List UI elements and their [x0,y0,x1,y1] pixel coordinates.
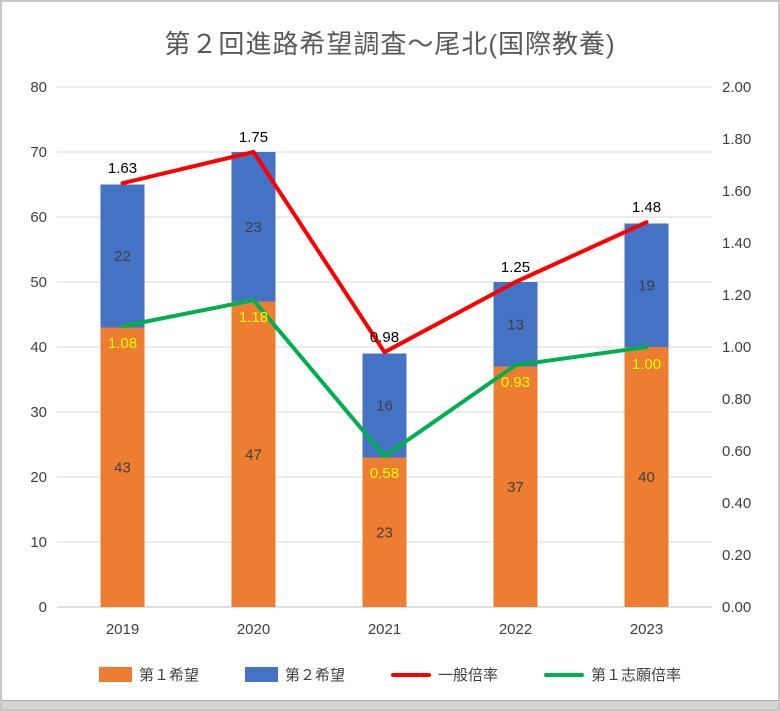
bar-segment-series1 [362,457,407,607]
x-axis-label: 2019 [106,621,139,638]
combo-chart-plot: 0 10 20 30 40 50 60 70 80 0.00 0.20 0.40 0.60 0.80 1.0… [30,79,751,638]
line-value-label: 1.25 [501,259,530,276]
left-axis-tick: 0 [39,599,47,616]
bar-segment-series2 [493,282,538,367]
bar-value-label: 13 [507,316,524,333]
bar-value-label: 47 [245,446,262,463]
line-first-applicant-rate [120,298,649,459]
right-axis-tick: 0.40 [722,495,751,512]
bar-value-label: 22 [114,248,131,265]
legend-item-first-applicant-rate: 第１志願倍率 [544,664,681,685]
line-value-label: 1.08 [108,335,137,352]
left-axis-tick: 50 [30,274,47,291]
line-value-label: 0.58 [370,465,399,482]
line-value-label: 0.93 [501,374,530,391]
right-axis-tick: 1.40 [722,235,751,252]
line-value-label: 1.18 [239,309,268,326]
line-value-label: 1.00 [632,356,661,373]
legend-label-first-applicant-rate: 第１志願倍率 [591,667,682,684]
left-axis-tick: 80 [30,79,47,96]
legend-swatch-second-choice [244,667,278,682]
left-axis-tick: 40 [30,339,47,356]
bar-value-label: 16 [376,398,393,415]
line-value-label: 1.63 [108,160,137,177]
bar-segment-series1 [493,366,538,607]
x-axis-label: 2022 [499,621,532,638]
right-axis-tick: 0.80 [722,391,751,408]
chart-title: 第２回進路希望調査～尾北(国際教養) [164,29,616,59]
x-axis-label: 2023 [630,621,663,638]
legend-swatch-first-choice [98,667,132,682]
bar-value-label: 40 [638,469,655,486]
right-axis-tick: 0.00 [722,599,751,616]
right-axis-tick: 1.00 [722,339,751,356]
right-axis-tick: 1.60 [722,183,751,200]
right-axis-tick: 1.20 [722,287,751,304]
right-axis-tick: 1.80 [722,131,751,148]
left-axis-tick: 10 [30,534,47,551]
legend-item-first-choice: 第１希望 [98,664,199,685]
bar-segment-series1 [231,301,276,607]
left-axis-tick: 60 [30,209,47,226]
bar-segment-series2 [624,223,669,347]
legend-item-second-choice: 第２希望 [244,664,345,685]
bar-value-label: 23 [376,524,393,541]
line-general-rate [120,150,649,355]
legend-item-general-rate: 一般倍率 [391,664,498,685]
legend-swatch-first-applicant-rate [544,672,585,677]
bar-value-label: 19 [638,277,655,294]
bar-value-label: 23 [245,219,262,236]
left-axis-tick: 70 [30,144,47,161]
bar-value-label: 37 [507,479,524,496]
line-value-label: 0.98 [370,329,399,346]
legend-swatch-general-rate [391,672,431,677]
left-axis-tick: 20 [30,469,47,486]
x-axis-label: 2021 [368,621,401,638]
right-axis-tick: 0.60 [722,443,751,460]
legend-label-general-rate: 一般倍率 [438,667,499,684]
chart-legend: 第１希望 第２希望 一般倍率 第１志願倍率 [2,664,778,685]
right-axis-tick: 0.20 [722,547,751,564]
line-value-label: 1.75 [239,129,268,146]
right-axis-tick: 2.00 [722,79,751,96]
bottom-edge [2,700,778,709]
bar-segment-series2 [100,184,145,328]
left-axis-tick: 30 [30,404,47,421]
bar-segment-series1 [100,327,145,607]
bar-value-label: 43 [114,459,131,476]
legend-label-second-choice: 第２希望 [284,667,345,684]
x-axis-label: 2020 [237,621,270,638]
legend-label-first-choice: 第１希望 [138,667,199,684]
line-value-label: 1.48 [632,199,661,216]
bar-segment-series1 [624,347,669,607]
